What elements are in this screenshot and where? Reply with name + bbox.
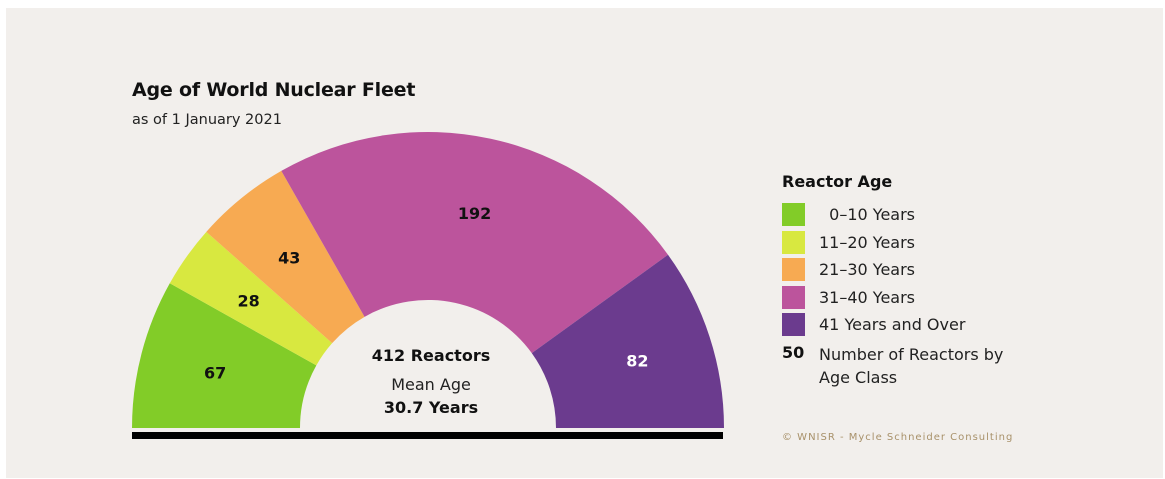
legend-label: 21–30 Years [819, 260, 916, 280]
legend-item-11-20: 11–20 Years [782, 229, 1019, 257]
legend-label: 41 Years and Over [819, 315, 966, 335]
center-mean-value: 30.7 Years [384, 398, 478, 417]
slice-labels-group: 67 28 43 192 82 [204, 204, 648, 382]
legend-swatch [782, 203, 805, 227]
slice-value-label: 43 [278, 248, 300, 267]
legend-swatch [782, 230, 805, 254]
center-total: 412 Reactors [372, 346, 490, 365]
legend-item-31-40: 31–40 Years [782, 284, 1019, 312]
slice-value-label: 28 [238, 292, 260, 311]
legend-title: Reactor Age [782, 172, 893, 191]
slice-21-30 [206, 170, 365, 344]
chart-title: Age of World Nuclear Fleet [132, 79, 416, 101]
legend-swatch [782, 258, 805, 282]
legend-swatch [782, 313, 805, 337]
copyright-credit: © WNISR - Mycle Schneider Consulting [782, 432, 1014, 443]
slice-41-over [531, 254, 724, 428]
center-mean-label: Mean Age [391, 375, 471, 394]
legend-item-0-10: 0–10 Years [782, 201, 1019, 229]
slice-value-label: 67 [204, 363, 226, 382]
baseline-bar [132, 432, 723, 439]
slice-value-label: 192 [458, 204, 491, 223]
legend-item-41-over: 41 Years and Over [782, 311, 1019, 339]
chart-subtitle: as of 1 January 2021 [132, 112, 282, 128]
slice-value-label: 82 [626, 351, 648, 370]
legend-note-number: 50 [782, 342, 805, 362]
legend: Reactor Age 0–10 Years 11–20 Years 21–30… [782, 172, 1019, 389]
slice-31-40 [281, 132, 668, 354]
slices-group [132, 132, 724, 428]
slice-11-20 [169, 231, 333, 366]
legend-note: 50 Number of Reactors by Age Class [782, 343, 1019, 389]
legend-item-21-30: 21–30 Years [782, 256, 1019, 284]
slice-0-10 [132, 283, 317, 428]
legend-label: 31–40 Years [819, 287, 916, 307]
legend-note-label: Number of Reactors by Age Class [819, 344, 1004, 387]
legend-label: 0–10 Years [819, 205, 916, 225]
legend-swatch [782, 285, 805, 309]
legend-label: 11–20 Years [819, 232, 916, 252]
